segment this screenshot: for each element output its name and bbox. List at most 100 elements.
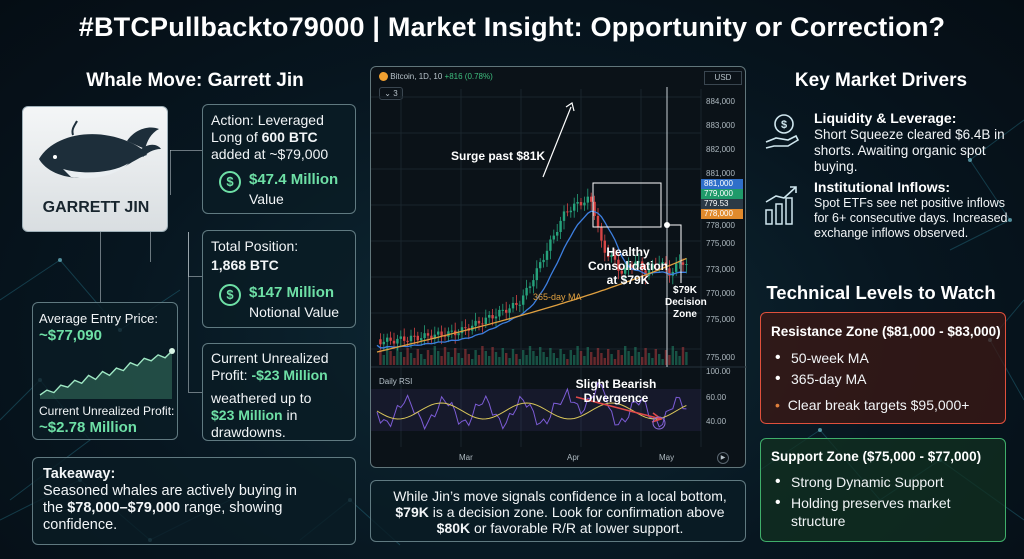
candlestick-chart	[371, 87, 747, 447]
candle-body	[518, 304, 521, 306]
volume-bar	[573, 355, 576, 365]
price-tick: 884,000	[706, 97, 735, 106]
candle-body	[403, 336, 406, 341]
volume-bar	[494, 352, 498, 365]
takeaway-line2-pre: the	[43, 500, 68, 516]
candle-body	[668, 268, 671, 276]
volume-bar	[610, 354, 613, 365]
entry-profit-value: ~$2.78 Million	[39, 419, 137, 436]
volume-bar	[654, 349, 657, 365]
candle-body	[386, 337, 389, 342]
takeaway-line2-post: range, showing	[180, 500, 283, 516]
volume-bar	[477, 355, 481, 365]
dollar-hand-icon: $	[219, 284, 241, 306]
action-card: Action: Leveraged Long of 600 BTC added …	[202, 104, 356, 214]
candle-body	[423, 333, 426, 339]
volume-bar	[539, 347, 542, 365]
candle-body	[617, 259, 620, 271]
price-tick: 778,000	[706, 221, 735, 230]
candle-body	[549, 239, 552, 251]
position-line1: Total Position:	[211, 238, 299, 254]
resistance-item: 50-week MA	[769, 349, 999, 367]
candle-body	[562, 211, 566, 221]
volume-bar	[501, 348, 504, 365]
play-icon[interactable]: ▶	[717, 452, 729, 464]
rsi-band	[371, 389, 701, 431]
divergence-arrow	[575, 396, 662, 420]
volume-bar	[416, 349, 419, 365]
candle-body	[661, 262, 664, 264]
volume-bar	[491, 347, 494, 365]
action-line3: added at ~$79,000	[211, 146, 329, 162]
volume-bar	[508, 358, 511, 365]
volume-bar	[528, 346, 532, 365]
candle-body	[583, 202, 586, 206]
volume-bar	[620, 355, 623, 365]
candle-body	[477, 320, 481, 324]
price-badge: 778,000	[701, 209, 743, 219]
candle-body	[641, 261, 644, 271]
volume-bar	[454, 348, 457, 365]
decision-line1: While Jin’s move signals confidence in a…	[393, 488, 727, 504]
candle-body	[678, 262, 681, 264]
candle-body	[426, 333, 430, 336]
position-card: Total Position: 1,868 BTC $ $147 Million…	[202, 230, 356, 328]
volume-bar	[576, 346, 579, 365]
volume-bar	[556, 358, 559, 365]
currency-label[interactable]: USD	[704, 71, 742, 85]
candle-body	[399, 336, 402, 339]
svg-text:$: $	[781, 119, 787, 131]
entry-sparkline	[39, 348, 175, 399]
indicator-toggle[interactable]: ⌄ 3	[379, 87, 403, 100]
candle-body	[586, 196, 589, 203]
resistance-target: • Clear break targets $95,000+	[775, 397, 970, 413]
volume-bar	[586, 347, 589, 365]
volume-bar	[498, 357, 501, 365]
candle-body	[532, 280, 535, 287]
ma-365-line	[376, 257, 687, 353]
volume-bar	[426, 350, 430, 365]
volume-bar	[658, 354, 661, 365]
candle-body	[566, 211, 569, 213]
resistance-card: Resistance Zone ($81,000 - $83,000) 50-w…	[760, 312, 1006, 424]
volume-bar	[423, 359, 426, 365]
volume-bar	[525, 355, 528, 365]
candle-body	[525, 287, 528, 296]
dollar-hand-icon: $	[219, 171, 241, 193]
rsi-tick: 100.00	[706, 367, 731, 376]
volume-bar	[600, 353, 603, 365]
surge-arrow	[542, 106, 572, 178]
candle-body	[664, 262, 668, 269]
price-chart[interactable]: Bitcoin, 1D, 10 +816 (0.78%) ⌄ 3 USD 884…	[370, 66, 747, 468]
volume-bar	[481, 346, 484, 365]
unrealized-line4-post: in	[282, 407, 298, 423]
takeaway-line1: Seasoned whales are actively buying in	[43, 483, 297, 499]
volume-bar	[511, 349, 515, 365]
candle-body	[590, 196, 593, 202]
candle-body	[651, 263, 654, 270]
garrett-jin-logo: GARRETT JIN	[22, 106, 168, 232]
volume-bar	[471, 359, 474, 365]
candle-body	[681, 262, 685, 265]
surge-arrow-head	[565, 102, 575, 112]
takeaway-range: $78,000–$79,000	[67, 500, 181, 516]
candle-body	[607, 252, 610, 258]
volume-bar	[661, 359, 664, 365]
volume-bar	[515, 354, 518, 365]
action-btc: 600 BTC	[261, 129, 318, 145]
candle-body	[515, 302, 518, 306]
volume-bar	[617, 350, 620, 365]
candle-body	[379, 339, 382, 345]
support-item: Holding preserves market structure	[769, 494, 999, 530]
volume-bar	[647, 353, 651, 365]
candle-body	[522, 295, 525, 305]
candle-body	[409, 335, 413, 342]
decision-line3: or favorable R/R at lower support.	[470, 520, 684, 536]
volume-bar	[386, 346, 389, 365]
volume-bar	[644, 348, 647, 365]
volume-bar	[562, 354, 566, 365]
volume-bar	[518, 359, 521, 365]
chart-exchange: 10	[433, 72, 443, 81]
rsi-axis: 100.00 60.00 40.00	[706, 367, 746, 447]
candle-body	[474, 320, 477, 326]
